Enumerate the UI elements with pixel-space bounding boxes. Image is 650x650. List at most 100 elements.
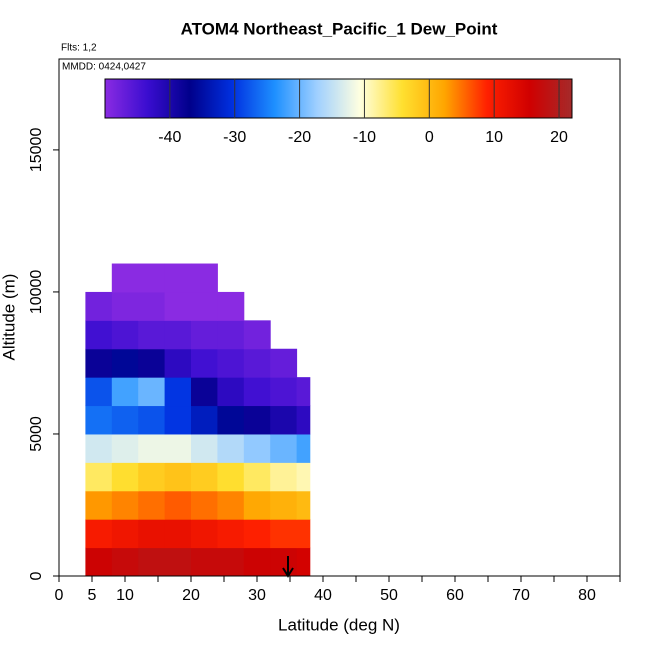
dates: MMDD: 0424,0427 (62, 62, 146, 73)
heat-cell (164, 320, 192, 350)
y-tick-label: 15000 (28, 128, 45, 173)
heat-cell (217, 348, 245, 378)
heat-cell (270, 348, 298, 378)
heat-cell (111, 490, 139, 520)
heat-cell (296, 519, 311, 549)
heat-cell (270, 490, 298, 520)
heat-cell (243, 320, 271, 350)
heat-cell (217, 377, 245, 407)
heat-cell (217, 462, 245, 492)
x-tick-label: 20 (182, 587, 200, 604)
heat-cell (138, 405, 166, 435)
heat-cell (111, 519, 139, 549)
heat-cell (243, 519, 271, 549)
heat-cell (191, 320, 218, 350)
heat-cell (270, 377, 298, 407)
heat-cell (164, 433, 192, 463)
heat-cell (243, 547, 271, 577)
heat-cell (164, 291, 192, 321)
heat-cell (138, 377, 166, 407)
colorbar-tick-label: 20 (550, 129, 568, 146)
heat-cell (217, 490, 245, 520)
heat-cell (191, 377, 218, 407)
heat-cell (164, 462, 192, 492)
heat-cell (191, 263, 218, 293)
heat-cell (138, 291, 166, 321)
heat-cell (111, 348, 139, 378)
heat-cell (164, 519, 192, 549)
heat-cell (191, 547, 218, 577)
colorbar-tick-label: 0 (425, 129, 434, 146)
heat-cell (111, 291, 139, 321)
colorbar-tick-label: -20 (288, 129, 311, 146)
heat-cell (138, 433, 166, 463)
heat-cell (85, 490, 113, 520)
heat-cell (111, 433, 139, 463)
heat-cell (111, 547, 139, 577)
heat-cell (191, 348, 218, 378)
y-tick-label: 5000 (28, 416, 45, 452)
colorbar-tick-label: -30 (223, 129, 246, 146)
heat-cell (85, 433, 113, 463)
x-tick-label: 50 (380, 587, 398, 604)
heat-cell (138, 519, 166, 549)
colorbar-tick-label: -10 (353, 129, 376, 146)
heat-cell (217, 519, 245, 549)
heat-cell (164, 348, 192, 378)
colorbar-tick-label: -40 (158, 129, 181, 146)
x-axis-label: Latitude (deg N) (278, 615, 400, 634)
heat-cell (243, 490, 271, 520)
heat-cell (111, 405, 139, 435)
y-tick-label: 0 (28, 571, 45, 580)
heat-cell (270, 462, 298, 492)
heat-cell (85, 320, 113, 350)
heat-cell (243, 405, 271, 435)
heat-cell (138, 348, 166, 378)
heat-cell (191, 405, 218, 435)
heat-cell (191, 291, 218, 321)
heat-cell (243, 462, 271, 492)
x-tick-label: 30 (248, 587, 266, 604)
heat-cell (296, 405, 311, 435)
plot-frame (58, 58, 621, 577)
chart-title: ATOM4 Northeast_Pacific_1 Dew_Point (181, 19, 498, 38)
heat-cell (85, 348, 113, 378)
heat-cell (111, 462, 139, 492)
heat-cell (191, 519, 218, 549)
heat-cell (85, 291, 113, 321)
heat-cell (85, 377, 113, 407)
x-tick-label: 60 (446, 587, 464, 604)
heat-cell (296, 433, 311, 463)
heat-cell (191, 433, 218, 463)
heat-cell (217, 547, 245, 577)
heat-cell (111, 320, 139, 350)
heat-cell (164, 547, 192, 577)
colorbar (104, 78, 573, 119)
heat-cell (296, 490, 311, 520)
heat-cell (138, 462, 166, 492)
heat-cell (191, 490, 218, 520)
heat-cell (243, 433, 271, 463)
heat-cell (111, 377, 139, 407)
heat-cell (85, 519, 113, 549)
heat-cell (85, 462, 113, 492)
heat-cell (191, 462, 218, 492)
heat-cell (164, 263, 192, 293)
heat-cell (138, 547, 166, 577)
colorbar-tick-label: 10 (485, 129, 503, 146)
heat-cell (164, 377, 192, 407)
x-tick-label: 70 (512, 587, 530, 604)
heat-cell (270, 547, 298, 577)
heat-cell (85, 547, 113, 577)
heat-cell (164, 490, 192, 520)
heat-cell (217, 291, 245, 321)
heat-cell (243, 348, 271, 378)
heat-cell (296, 547, 311, 577)
heat-cell (138, 263, 166, 293)
x-tick-label: 0 (55, 587, 64, 604)
heat-cell (111, 263, 139, 293)
heat-cell (85, 405, 113, 435)
heat-cell (217, 320, 245, 350)
heat-cell (270, 519, 298, 549)
heat-cell (296, 462, 311, 492)
